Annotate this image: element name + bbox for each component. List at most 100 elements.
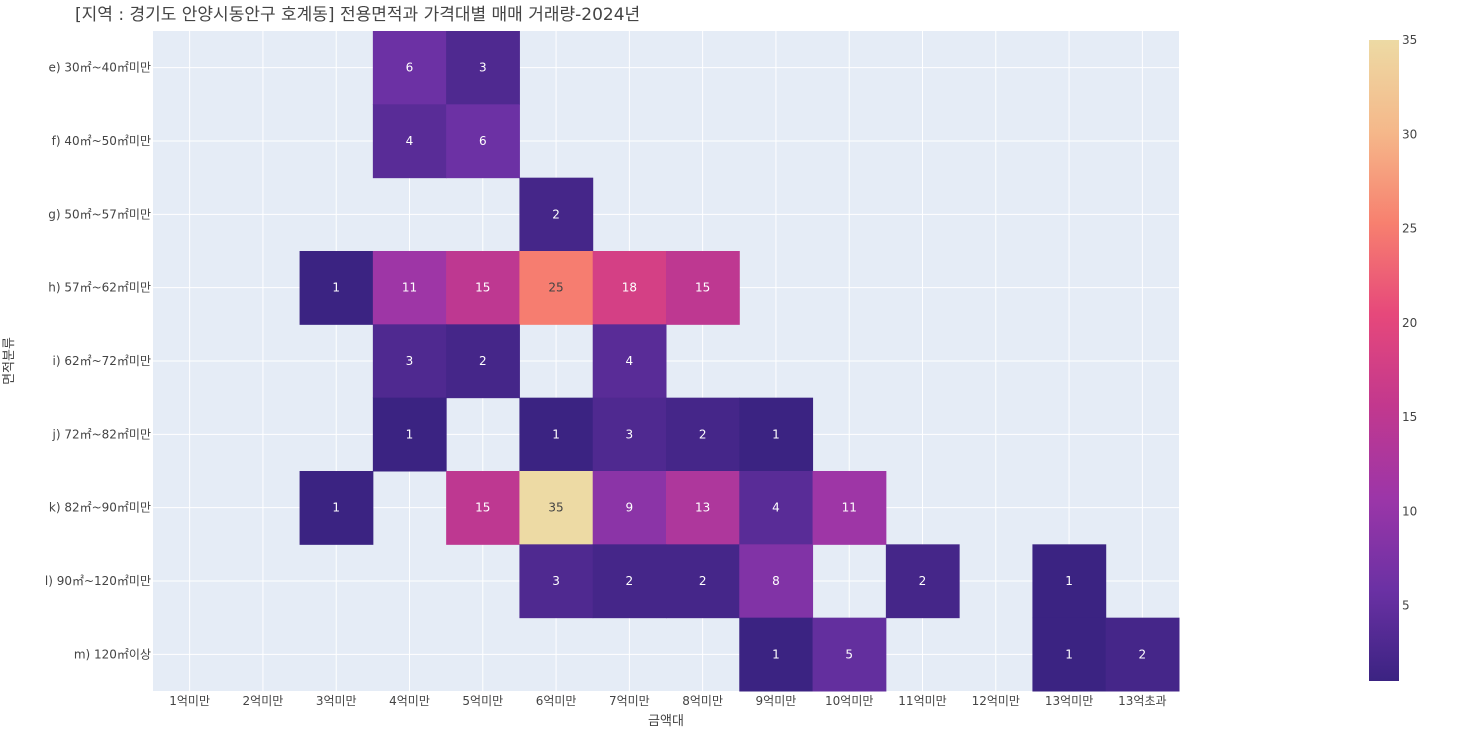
cell-value-label: 1	[552, 427, 560, 441]
cell-value-label: 2	[552, 207, 560, 221]
cell-value-label: 2	[479, 354, 487, 368]
colorbar	[1369, 40, 1399, 681]
heatmap-cell	[519, 544, 594, 619]
heatmap-cell	[519, 177, 594, 252]
y-axis-title: 면적분류	[2, 337, 17, 385]
heatmap-cell	[812, 471, 887, 545]
cell-value-label: 3	[626, 427, 634, 441]
cell-value-label: 1	[332, 501, 340, 515]
heatmap-cell	[372, 397, 447, 472]
x-tick-label: 10억미만	[825, 694, 873, 708]
y-tick-label: k) 82㎡~90㎡미만	[49, 501, 151, 515]
x-tick-label: 13억미만	[1045, 694, 1093, 708]
y-tick-label: f) 40㎡~50㎡미만	[52, 134, 151, 148]
x-tick-label: 4억미만	[389, 694, 430, 708]
cell-value-label: 1	[1065, 647, 1073, 661]
heatmap-cell	[1032, 617, 1107, 692]
cell-labels: 6 34 621 11 15 25 18 153 2 41 1 3 2 11 15 35 9 13 4 113 2 2 8 2…	[332, 61, 1146, 662]
heatmap-cell	[592, 471, 667, 545]
heatmap-cell	[739, 617, 814, 692]
heatmap-cell	[666, 251, 740, 325]
x-tick-label: 13억초과	[1118, 694, 1166, 708]
cell-value-label: 3	[406, 354, 414, 368]
colorbar-tick-label: 35	[1402, 33, 1417, 47]
y-axis-ticks: e) 30㎡~40㎡미만 f) 40㎡~50㎡미만 g) 50㎡~57㎡미만 h) 5…	[45, 61, 151, 662]
x-tick-label: 3억미만	[316, 694, 357, 708]
cell-value-label: 15	[475, 501, 490, 515]
cell-value-label: 4	[406, 134, 414, 148]
cell-value-label: 3	[479, 61, 487, 75]
heatmap-cell	[812, 617, 887, 692]
heatmap-cell	[299, 251, 374, 325]
y-tick-label: l) 90㎡~120㎡미만	[45, 574, 151, 588]
heatmap-cell	[446, 324, 520, 399]
heatmap-cell	[372, 324, 447, 399]
heatmap-cell	[592, 251, 667, 325]
cell-value-label: 9	[626, 501, 634, 515]
x-tick-label: 6억미만	[536, 694, 577, 708]
heatmap-cells	[299, 31, 1180, 692]
cell-value-label: 1	[406, 427, 414, 441]
heatmap-cell	[666, 471, 740, 545]
colorbar-tick-label: 25	[1402, 222, 1417, 236]
heatmap-cell	[666, 544, 740, 619]
cell-value-label: 2	[699, 574, 707, 588]
colorbar-ticks: 5 10 15 20 25 30 35	[1402, 33, 1417, 613]
heatmap-cell	[592, 397, 667, 472]
cell-value-label: 6	[479, 134, 487, 148]
heatmap-cell	[885, 544, 960, 619]
heatmap-cell	[739, 397, 814, 472]
heatmap-cell	[592, 544, 667, 619]
cell-value-label: 3	[552, 574, 560, 588]
heatmap-cell	[446, 104, 520, 179]
heatmap-cell	[372, 31, 447, 105]
heatmap-cell	[739, 471, 814, 545]
cell-value-label: 5	[845, 647, 853, 661]
colorbar-tick-label: 15	[1402, 410, 1417, 424]
heatmap-cell	[519, 471, 594, 545]
heatmap-cell	[1105, 617, 1180, 692]
y-tick-label: j) 72㎡~82㎡미만	[51, 427, 151, 441]
heatmap-cell	[592, 324, 667, 399]
heatmap-cell	[666, 397, 740, 472]
cell-value-label: 11	[842, 501, 857, 515]
x-tick-label: 11억미만	[898, 694, 946, 708]
colorbar-tick-label: 30	[1402, 127, 1417, 141]
heatmap-cell	[446, 251, 520, 325]
cell-value-label: 4	[626, 354, 634, 368]
heatmap-cell	[372, 251, 447, 325]
cell-value-label: 1	[772, 647, 780, 661]
cell-value-label: 13	[695, 501, 710, 515]
cell-value-label: 4	[772, 501, 780, 515]
x-tick-label: 8억미만	[682, 694, 723, 708]
cell-value-label: 11	[402, 281, 417, 295]
cell-value-label: 2	[919, 574, 927, 588]
heatmap-cell	[519, 251, 594, 325]
cell-value-label: 6	[406, 61, 414, 75]
x-tick-label: 9억미만	[756, 694, 797, 708]
x-tick-label: 2억미만	[243, 694, 284, 708]
y-tick-label: i) 62㎡~72㎡미만	[52, 354, 151, 368]
cell-value-label: 2	[626, 574, 634, 588]
cell-value-label: 18	[622, 281, 637, 295]
x-tick-label: 5억미만	[462, 694, 503, 708]
cell-value-label: 15	[695, 281, 710, 295]
cell-value-label: 25	[548, 281, 563, 295]
x-tick-label: 7억미만	[609, 694, 650, 708]
cell-value-label: 2	[699, 427, 707, 441]
cell-value-label: 2	[1139, 647, 1147, 661]
heatmap-cell	[1032, 544, 1107, 619]
y-tick-label: h) 57㎡~62㎡미만	[48, 281, 151, 295]
cell-value-label: 1	[332, 281, 340, 295]
y-tick-label: g) 50㎡~57㎡미만	[48, 207, 151, 221]
x-tick-label: 1억미만	[169, 694, 210, 708]
x-axis-title: 금액대	[648, 714, 684, 729]
heatmap-cell	[446, 31, 520, 105]
chart-title: [지역 : 경기도 안양시동안구 호계동] 전용면적과 가격대별 매매 거래량-…	[75, 5, 641, 25]
cell-value-label: 15	[475, 281, 490, 295]
heatmap-cell	[299, 471, 374, 545]
heatmap-cell	[519, 397, 594, 472]
colorbar-tick-label: 5	[1402, 599, 1410, 613]
cell-value-label: 8	[772, 574, 780, 588]
